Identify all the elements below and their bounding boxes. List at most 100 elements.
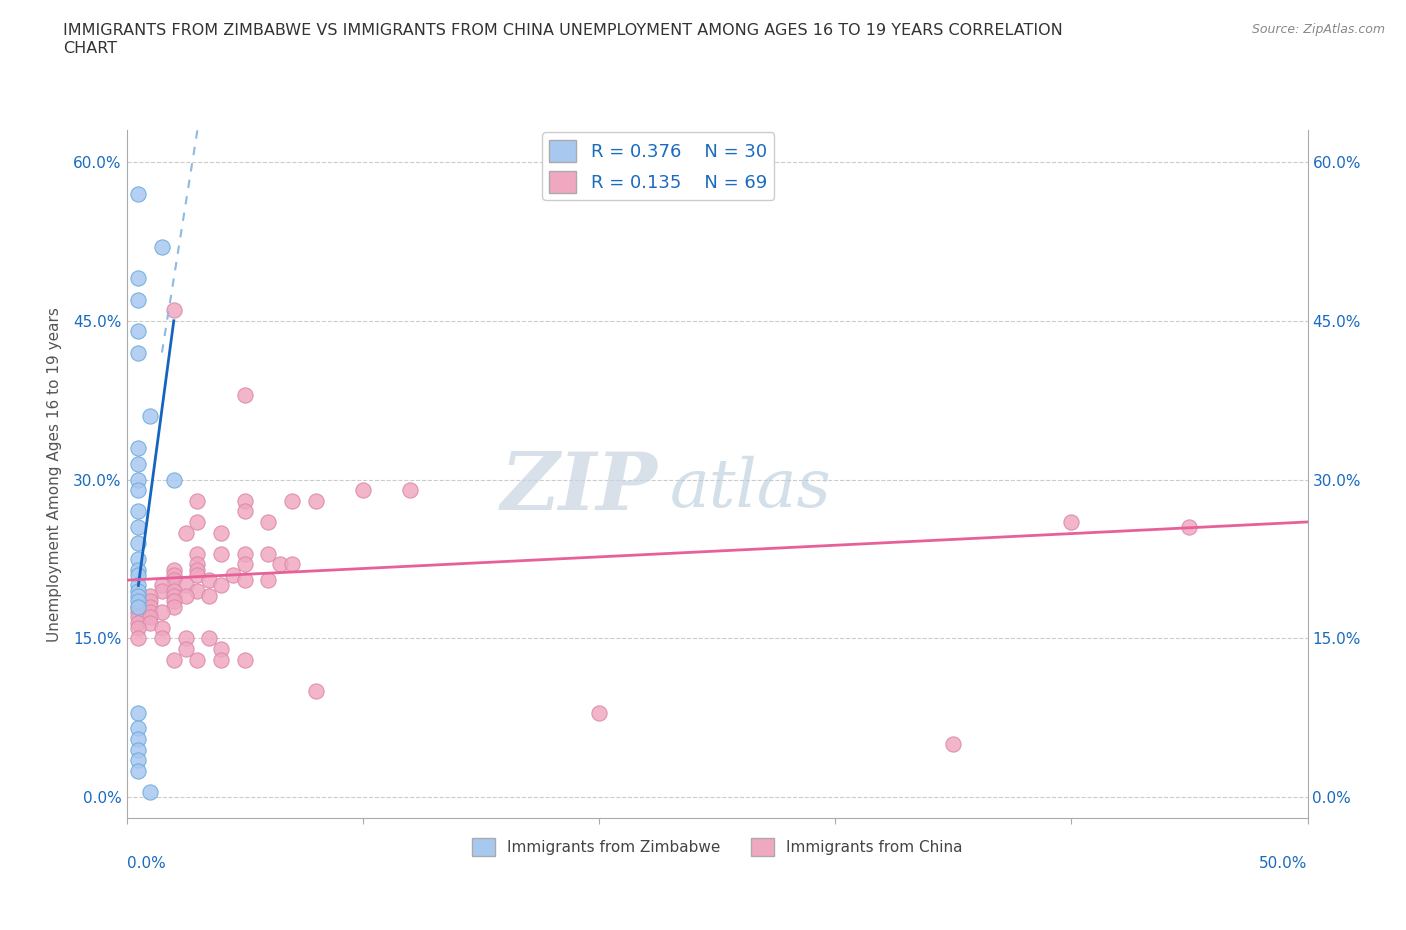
Text: IMMIGRANTS FROM ZIMBABWE VS IMMIGRANTS FROM CHINA UNEMPLOYMENT AMONG AGES 16 TO : IMMIGRANTS FROM ZIMBABWE VS IMMIGRANTS F… bbox=[63, 23, 1063, 56]
Point bbox=[186, 567, 208, 582]
Point bbox=[127, 583, 149, 598]
Point bbox=[127, 764, 149, 778]
Y-axis label: Unemployment Among Ages 16 to 19 years: Unemployment Among Ages 16 to 19 years bbox=[46, 307, 62, 642]
Point bbox=[257, 573, 280, 588]
Point bbox=[127, 520, 149, 535]
Point bbox=[139, 610, 162, 625]
Point bbox=[588, 705, 610, 720]
Point bbox=[127, 599, 149, 614]
Point bbox=[186, 562, 208, 577]
Point bbox=[127, 292, 149, 307]
Point bbox=[186, 652, 208, 667]
Point bbox=[163, 583, 186, 598]
Point bbox=[127, 324, 149, 339]
Point bbox=[233, 573, 256, 588]
Point bbox=[233, 546, 256, 561]
Point bbox=[139, 599, 162, 614]
Point bbox=[174, 578, 197, 593]
Point bbox=[127, 504, 149, 519]
Point bbox=[127, 186, 149, 201]
Point bbox=[304, 493, 326, 508]
Point bbox=[150, 620, 173, 635]
Point bbox=[174, 589, 197, 604]
Point bbox=[139, 408, 162, 423]
Point bbox=[127, 610, 149, 625]
Point bbox=[127, 483, 149, 498]
Point bbox=[127, 536, 149, 551]
Point bbox=[150, 583, 173, 598]
Point bbox=[127, 472, 149, 487]
Point bbox=[281, 493, 304, 508]
Point bbox=[198, 573, 221, 588]
Point bbox=[127, 551, 149, 566]
Point bbox=[942, 737, 965, 751]
Point bbox=[209, 578, 232, 593]
Point bbox=[174, 525, 197, 540]
Point bbox=[233, 504, 256, 519]
Point bbox=[127, 578, 149, 593]
Point bbox=[163, 303, 186, 318]
Point bbox=[127, 589, 149, 604]
Point bbox=[304, 684, 326, 698]
Point bbox=[186, 583, 208, 598]
Point bbox=[163, 562, 186, 577]
Point bbox=[163, 567, 186, 582]
Point bbox=[139, 604, 162, 619]
Text: atlas: atlas bbox=[669, 456, 831, 521]
Point bbox=[233, 652, 256, 667]
Point bbox=[127, 620, 149, 635]
Text: 50.0%: 50.0% bbox=[1260, 857, 1308, 871]
Text: ZIP: ZIP bbox=[501, 449, 658, 526]
Point bbox=[209, 525, 232, 540]
Point bbox=[222, 567, 245, 582]
Point bbox=[269, 557, 291, 572]
Point bbox=[233, 493, 256, 508]
Point bbox=[352, 483, 374, 498]
Point bbox=[163, 599, 186, 614]
Point bbox=[257, 514, 280, 529]
Point bbox=[127, 631, 149, 645]
Point bbox=[198, 631, 221, 645]
Point bbox=[127, 721, 149, 736]
Point bbox=[127, 604, 149, 619]
Point bbox=[233, 557, 256, 572]
Point bbox=[127, 594, 149, 609]
Point bbox=[281, 557, 304, 572]
Point bbox=[127, 732, 149, 747]
Point bbox=[150, 578, 173, 593]
Point bbox=[186, 546, 208, 561]
Text: Source: ZipAtlas.com: Source: ZipAtlas.com bbox=[1251, 23, 1385, 36]
Point bbox=[127, 615, 149, 630]
Point bbox=[198, 589, 221, 604]
Point bbox=[127, 705, 149, 720]
Point bbox=[163, 589, 186, 604]
Point bbox=[139, 594, 162, 609]
Point bbox=[139, 589, 162, 604]
Point bbox=[233, 388, 256, 403]
Point bbox=[163, 652, 186, 667]
Point bbox=[150, 239, 173, 254]
Point bbox=[399, 483, 422, 498]
Point bbox=[127, 599, 149, 614]
Point bbox=[186, 557, 208, 572]
Point bbox=[127, 441, 149, 456]
Point bbox=[127, 457, 149, 472]
Point bbox=[127, 271, 149, 286]
Point bbox=[174, 642, 197, 657]
Point bbox=[1178, 520, 1201, 535]
Point bbox=[150, 631, 173, 645]
Point bbox=[174, 631, 197, 645]
Point bbox=[209, 546, 232, 561]
Point bbox=[209, 652, 232, 667]
Point bbox=[127, 742, 149, 757]
Point bbox=[127, 345, 149, 360]
Point bbox=[1060, 514, 1083, 529]
Point bbox=[139, 615, 162, 630]
Text: 0.0%: 0.0% bbox=[127, 857, 166, 871]
Point bbox=[150, 604, 173, 619]
Point bbox=[186, 493, 208, 508]
Point bbox=[163, 594, 186, 609]
Point bbox=[127, 567, 149, 582]
Point bbox=[127, 562, 149, 577]
Point bbox=[139, 785, 162, 800]
